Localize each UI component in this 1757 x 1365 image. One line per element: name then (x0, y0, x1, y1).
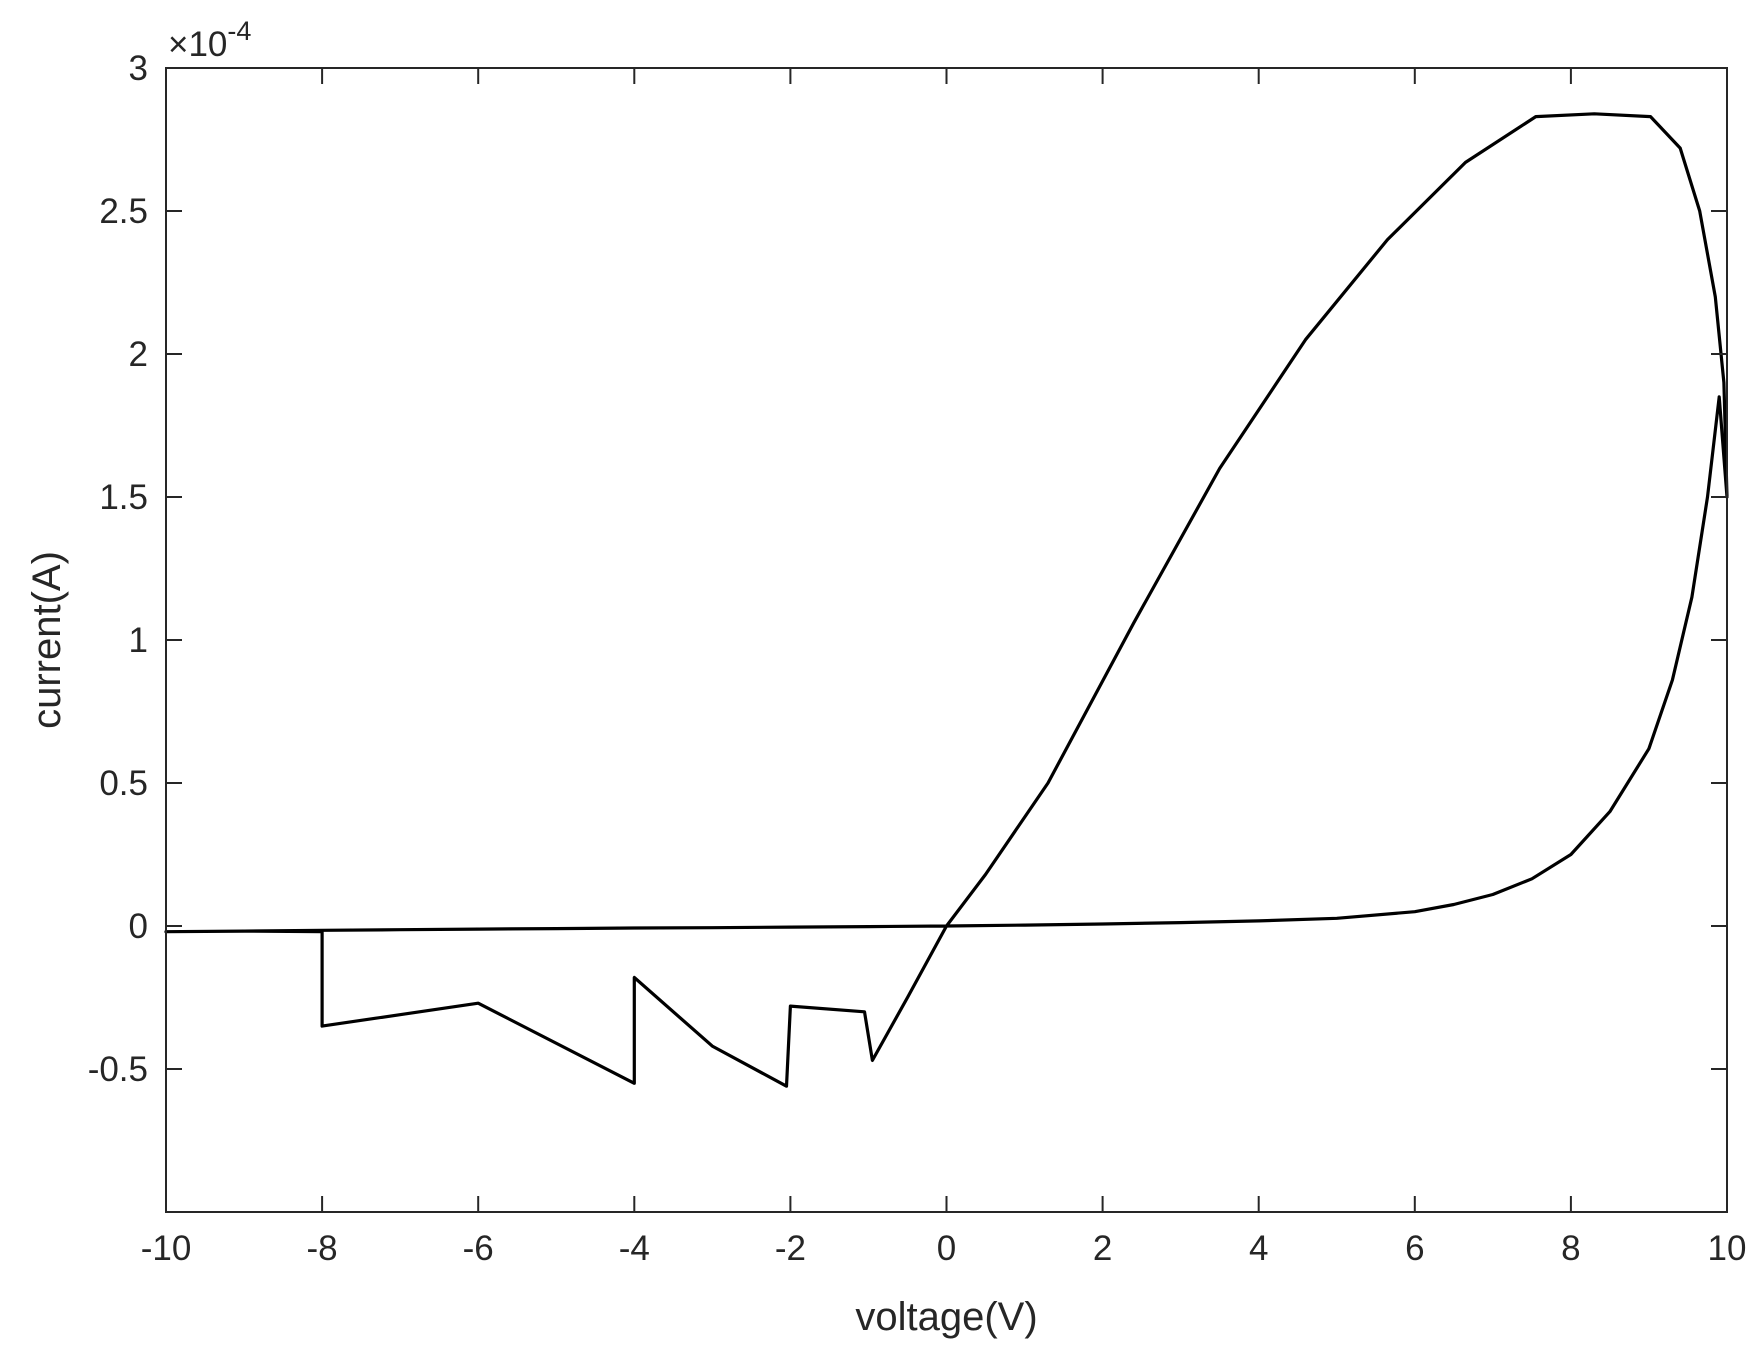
x-tick-label: 8 (1561, 1229, 1580, 1268)
x-tick-label: 2 (1093, 1229, 1112, 1268)
x-tick-label: -8 (307, 1229, 338, 1268)
x-tick-label: -10 (141, 1229, 192, 1268)
x-tick-label: 6 (1405, 1229, 1424, 1268)
y-tick-label: 3 (129, 49, 148, 88)
y-tick-label: 1.5 (99, 478, 148, 517)
y-exponent-power: -4 (227, 16, 251, 46)
y-tick-label: 2.5 (99, 192, 148, 231)
y-exponent-label: ×10-4 (168, 16, 251, 64)
axes-box (165, 67, 1728, 1213)
x-tick-label: 0 (937, 1229, 956, 1268)
series-line-0 (164, 112, 1729, 1088)
x-tick-label: -6 (463, 1229, 494, 1268)
y-tick-label: 0.5 (99, 764, 148, 803)
y-tick-label: 2 (129, 335, 148, 374)
y-tick-label: -0.5 (88, 1050, 148, 1089)
x-tick-label: 10 (1708, 1229, 1747, 1268)
y-axis-label: current(A) (25, 551, 69, 729)
x-tick-label: -2 (775, 1229, 806, 1268)
y-exponent-base: ×10 (168, 25, 227, 64)
y-tick-label: 1 (129, 621, 148, 660)
x-tick-label: -4 (619, 1229, 650, 1268)
y-tick-label: 0 (129, 907, 148, 946)
x-tick-label: 4 (1249, 1229, 1268, 1268)
x-axis-label: voltage(V) (855, 1295, 1037, 1339)
